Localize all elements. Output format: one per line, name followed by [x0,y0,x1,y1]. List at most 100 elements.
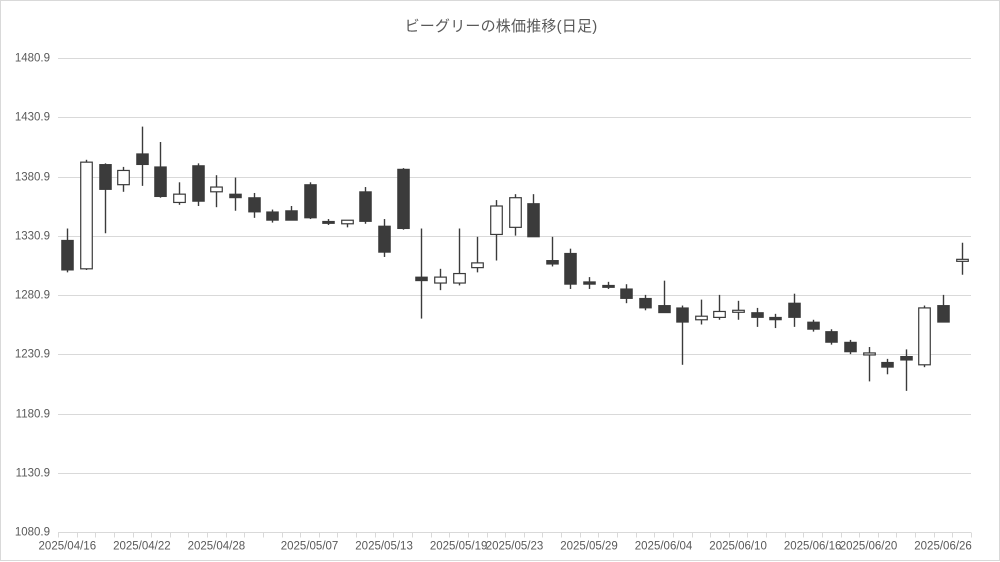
x-axis-tick-label: 2025/06/26 [914,541,972,553]
gridlines [58,58,971,533]
y-axis-tick-labels: 1480.9 1430.9 1380.9 1330.9 1280.9 1230.9 1180… [15,53,50,539]
candlestick [415,228,428,319]
x-axis [58,532,972,538]
candlestick [359,187,372,224]
candle-body-down [937,305,950,323]
candlestick [527,194,540,238]
candle-body-down [583,281,596,285]
candlestick [788,293,801,327]
candle-body-down [304,184,317,219]
y-axis-tick-label: 1480.9 [15,53,50,65]
candle-body-down [248,197,261,213]
x-axis-tick-label: 2025/04/22 [113,541,171,553]
candlestick [285,206,298,221]
candle-body-down [415,276,428,282]
candlestick [658,280,671,314]
candlestick-series [61,126,969,391]
y-axis-tick-label: 1180.9 [16,409,50,421]
candlestick [844,339,857,355]
candle-body-down [881,361,894,368]
candle-body-down [192,165,205,202]
candle-body-down [99,164,112,190]
candle-body-down [397,168,410,230]
candle-body-down [751,312,764,318]
candlestick [471,236,484,273]
candlestick [80,159,93,270]
candlestick [490,200,503,261]
candlestick [322,219,335,225]
candle-body-up [80,161,93,270]
x-axis-tick-label: 2025/04/28 [188,541,246,553]
candlestick [676,305,689,365]
candle-body-up [471,262,484,269]
page-title: ビーグリーの株価推移(日足) [404,18,598,35]
candle-body-down [769,316,782,321]
candlestick [453,228,466,286]
candle-body-up [732,309,745,313]
x-axis-tick-label: 2025/05/29 [560,541,618,553]
candle-body-down [266,211,279,221]
candle-body-down [620,288,633,299]
y-axis-tick-label: 1430.9 [15,112,50,124]
y-axis-tick-label: 1280.9 [15,290,50,302]
candle-body-down [322,220,335,224]
candle-body-down [527,203,540,238]
x-axis-tick-label: 2025/06/04 [635,541,693,553]
candlestick [602,281,615,289]
candle-body-down [546,260,559,265]
candlestick [509,194,522,236]
x-axis-tick-label: 2025/06/20 [840,541,898,553]
candle-body-down [844,341,857,353]
candle-body-up [918,307,931,366]
candle-body-down [788,302,801,318]
candlestick [769,313,782,329]
x-axis-tick-label: 2025/05/19 [430,541,488,553]
y-axis-tick-label: 1380.9 [15,172,50,184]
y-axis-tick-label: 1330.9 [15,231,50,243]
candle-body-up [695,315,708,321]
candlestick [937,294,950,323]
candlestick [99,163,112,234]
candle-body-down [807,321,820,330]
candle-body-down [639,297,652,309]
candlestick [117,166,130,192]
candlestick [620,284,633,304]
candlestick [900,349,913,391]
candle-body-down [564,252,577,285]
candlestick [210,175,223,208]
x-axis-tick-labels: 2025/04/16 2025/04/22 2025/04/28 2025/05/07… [39,541,972,553]
candle-body-up [173,193,186,204]
candle-body-down [825,331,838,343]
x-axis-tick-label: 2025/06/10 [709,541,767,553]
candle-body-down [900,356,913,361]
candlestick [248,192,261,218]
y-axis-tick-label: 1080.9 [15,527,50,539]
candlestick [583,277,596,289]
candle-body-down [676,307,689,323]
candlestick [266,209,279,223]
candlestick [397,168,410,230]
candle-body-up [341,219,354,225]
candlestick [546,236,559,267]
candlestick [434,268,447,291]
candle-body-down [285,210,298,221]
x-axis-tick-label: 2025/05/23 [486,541,544,553]
candle-body-up [490,205,503,236]
candlestick [173,182,186,205]
candle-body-up [434,276,447,284]
candlestick [881,358,894,375]
y-axis-tick-label: 1130.9 [16,468,50,480]
candlestick [304,182,317,220]
x-axis-tick-label: 2025/05/07 [281,541,339,553]
candle-body-down [378,225,391,253]
candle-body-up [509,197,522,228]
candle-body-up [210,186,223,193]
candle-body-down [154,166,167,198]
candle-body-up [713,310,726,318]
candle-body-up [117,169,130,186]
candlestick [807,319,820,332]
candle-body-up [956,258,969,262]
candlestick [341,219,354,228]
candlestick [956,242,969,275]
